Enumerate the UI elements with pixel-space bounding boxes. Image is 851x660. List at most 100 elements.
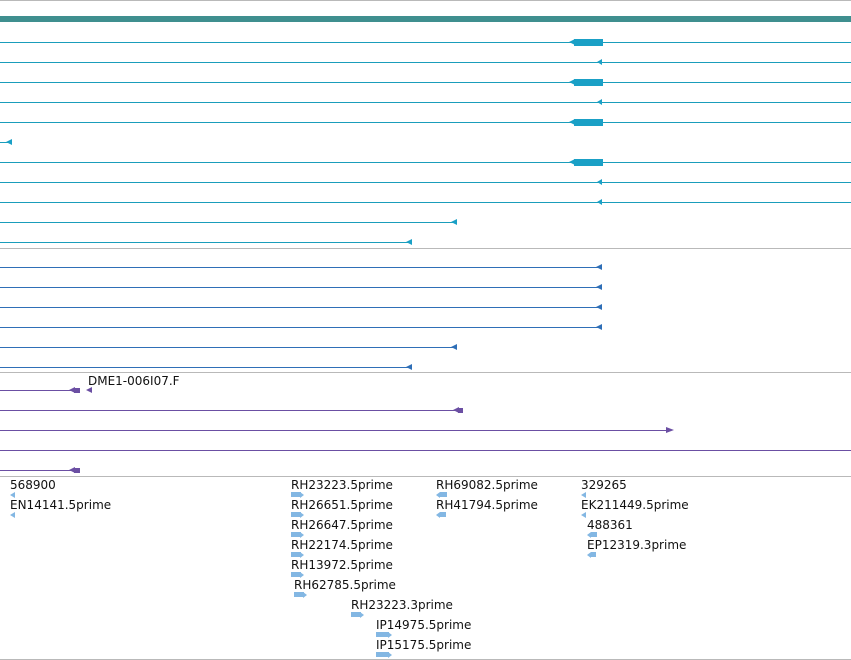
transcript-row[interactable]	[0, 202, 851, 203]
est-block[interactable]	[291, 572, 301, 577]
est-block[interactable]	[351, 612, 361, 617]
est-label[interactable]: IP14975.5prime	[376, 618, 472, 632]
est-block[interactable]	[294, 592, 304, 597]
est-arrow-icon	[388, 652, 392, 658]
est-arrow-icon	[300, 532, 304, 538]
strand-arrow-icon	[597, 99, 602, 105]
transcript-row[interactable]	[0, 367, 411, 368]
transcript-row[interactable]	[0, 62, 851, 63]
est-block[interactable]	[291, 512, 301, 517]
clone-block[interactable]	[74, 388, 80, 393]
est-arrow-icon	[300, 492, 304, 498]
est-arrow-icon[interactable]	[10, 512, 15, 518]
top-border	[0, 0, 851, 1]
est-label[interactable]: RH69082.5prime	[436, 478, 538, 492]
transcript-row[interactable]	[0, 267, 602, 268]
strand-arrow-icon	[451, 344, 457, 350]
track-divider	[0, 476, 851, 477]
est-block[interactable]	[591, 532, 597, 537]
est-arrow-icon	[300, 572, 304, 578]
transcript-row[interactable]	[0, 162, 851, 163]
transcript-row[interactable]	[0, 307, 602, 308]
est-arrow-icon	[300, 512, 304, 518]
strand-arrow-icon	[406, 239, 412, 245]
est-label[interactable]: RH26651.5prime	[291, 498, 393, 512]
strand-arrow-icon	[86, 387, 92, 393]
est-block[interactable]	[376, 632, 389, 637]
est-label[interactable]: IP15175.5prime	[376, 638, 472, 652]
est-label[interactable]: RH13972.5prime	[291, 558, 393, 572]
transcript-row[interactable]	[0, 287, 602, 288]
est-label[interactable]: 488361	[587, 518, 633, 532]
transcript-row[interactable]	[0, 42, 851, 43]
strand-arrow-icon	[451, 219, 457, 225]
est-label[interactable]: RH23223.5prime	[291, 478, 393, 492]
strand-arrow-icon	[596, 264, 602, 270]
est-arrow-icon	[300, 552, 304, 558]
strand-arrow-icon	[569, 159, 575, 165]
clone-block[interactable]	[458, 408, 463, 413]
est-label[interactable]: RH41794.5prime	[436, 498, 538, 512]
est-block[interactable]	[376, 652, 389, 657]
est-block[interactable]	[291, 552, 301, 557]
est-arrow-icon	[388, 632, 392, 638]
transcript-row[interactable]	[0, 82, 851, 83]
clone-block[interactable]	[74, 468, 80, 473]
transcript-row[interactable]	[0, 327, 602, 328]
track-clones[interactable]: DME1-006I07.F	[0, 373, 851, 475]
transcript-row[interactable]	[0, 142, 8, 143]
est-block[interactable]	[591, 552, 596, 557]
est-label[interactable]: EN14141.5prime	[10, 498, 112, 512]
transcript-cds[interactable]	[574, 159, 603, 166]
transcript-cds[interactable]	[574, 79, 603, 86]
clone-label: DME1-006I07.F	[88, 374, 180, 388]
track-transcripts-2[interactable]	[0, 255, 851, 371]
track-divider	[0, 372, 851, 373]
est-arrow-icon	[436, 492, 440, 498]
clone-row[interactable]	[0, 430, 668, 431]
strand-arrow-icon	[597, 199, 602, 205]
est-block[interactable]	[291, 532, 301, 537]
strand-arrow-icon	[453, 407, 459, 413]
transcript-cds[interactable]	[574, 39, 603, 46]
strand-arrow-icon	[569, 119, 575, 125]
est-arrow-icon[interactable]	[581, 492, 586, 498]
transcript-cds[interactable]	[574, 119, 603, 126]
transcript-row[interactable]	[0, 347, 456, 348]
transcript-row[interactable]	[0, 242, 411, 243]
strand-arrow-icon	[596, 284, 602, 290]
track-transcripts-1[interactable]	[0, 30, 851, 248]
est-label[interactable]: RH23223.3prime	[351, 598, 453, 612]
est-arrow-icon[interactable]	[581, 512, 586, 518]
clone-row[interactable]	[0, 410, 458, 411]
track-divider	[0, 248, 851, 249]
clone-row[interactable]	[0, 450, 851, 451]
est-label[interactable]: RH62785.5prime	[294, 578, 396, 592]
est-arrow-icon	[587, 552, 591, 558]
est-label[interactable]: EK211449.5prime	[581, 498, 689, 512]
est-block[interactable]	[440, 512, 446, 517]
est-arrow-icon	[436, 512, 440, 518]
transcript-row[interactable]	[0, 102, 851, 103]
transcript-row[interactable]	[0, 222, 456, 223]
strand-arrow-icon	[6, 139, 12, 145]
est-label[interactable]: 329265	[581, 478, 627, 492]
est-label[interactable]: EP12319.3prime	[587, 538, 687, 552]
est-block[interactable]	[440, 492, 447, 497]
track-ests[interactable]: 568900 EN14141.5prime RH23223.5prime RH2…	[0, 477, 851, 659]
transcript-row[interactable]	[0, 182, 851, 183]
clone-row[interactable]	[0, 470, 74, 471]
est-label[interactable]: RH26647.5prime	[291, 518, 393, 532]
strand-arrow-icon	[69, 387, 75, 393]
strand-arrow-icon	[569, 39, 575, 45]
est-label[interactable]: RH22174.5prime	[291, 538, 393, 552]
strand-arrow-icon	[569, 79, 575, 85]
est-block[interactable]	[291, 492, 301, 497]
header-band	[0, 16, 851, 22]
clone-row[interactable]	[0, 390, 74, 391]
est-label[interactable]: 568900	[10, 478, 56, 492]
strand-arrow-icon	[597, 59, 602, 65]
est-arrow-icon[interactable]	[10, 492, 15, 498]
strand-arrow-icon	[596, 304, 602, 310]
transcript-row[interactable]	[0, 122, 851, 123]
